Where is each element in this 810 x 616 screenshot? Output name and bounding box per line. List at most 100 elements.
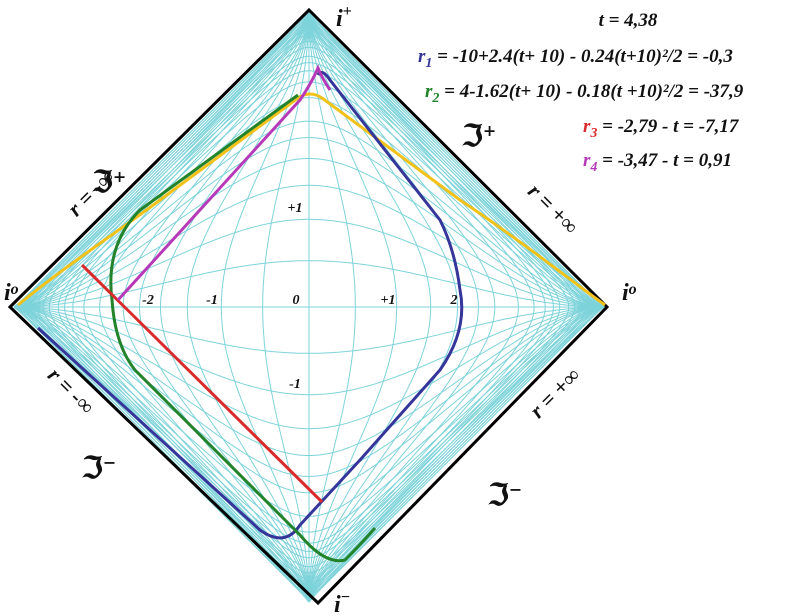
grid-curve [36, 11, 310, 603]
eq-text: = 4-1.62(t+ 10) - 0.18(t +10)²/2 = -37,9 [439, 81, 743, 102]
eq-symbol: r [425, 81, 433, 102]
r4-trajectory [116, 64, 332, 302]
grid-curve [72, 11, 310, 603]
x-axis-label: 2 [450, 293, 458, 308]
grid-curve [186, 11, 310, 603]
scri-sup: − [103, 453, 116, 472]
grid-curve [13, 306, 605, 533]
corner-base: i [622, 280, 629, 306]
grid-curve [13, 306, 605, 568]
eq-index: 3 [589, 126, 597, 141]
scri-sup: − [509, 480, 522, 499]
diagram-border [7, 7, 610, 606]
x-axis-label: +1 [381, 293, 396, 308]
grid-curve [13, 306, 605, 586]
scri-label: ℑ+ [92, 165, 126, 200]
grid-curve [13, 306, 605, 580]
grid-curve [13, 40, 605, 308]
grid-curve [13, 28, 605, 308]
grid-curve [14, 218, 604, 308]
equation: r3 = -2,79 - t = -7,17 [583, 116, 740, 141]
grid-curve [308, 11, 535, 603]
scri-base: ℑ [462, 119, 483, 154]
grid-curve [308, 11, 582, 603]
r2-trajectory [109, 93, 377, 563]
grid-curve [160, 11, 310, 603]
grid-curve [308, 11, 479, 603]
grid-curve [99, 11, 310, 603]
corner-label: i− [334, 589, 350, 616]
eq-index: 4 [589, 160, 597, 175]
r-label: r = +∞ [525, 362, 586, 423]
grid-curve [13, 306, 605, 430]
grid-curve [13, 34, 605, 308]
grid-curve [309, 11, 599, 603]
grid-curve [13, 158, 605, 308]
grid-curve [13, 184, 605, 308]
corner-base: i [336, 6, 343, 32]
grid-curve [42, 11, 310, 603]
eq-symbol: r [418, 46, 426, 67]
grid-curve [13, 46, 605, 308]
grid-curve [13, 306, 605, 559]
grid-curve [308, 11, 594, 603]
r1-trajectory [36, 70, 464, 540]
eq-index: 2 [431, 91, 439, 106]
grid-curve [30, 11, 310, 603]
eq-text: = -3,47 - t = 0,91 [597, 150, 732, 171]
grid-curve [308, 11, 554, 603]
scri-sup: + [483, 121, 496, 140]
grid-curve [308, 11, 588, 603]
grid-curve [48, 11, 310, 603]
eq-symbol: r [583, 150, 591, 171]
grid-curve [13, 22, 605, 308]
corner-label: i+ [336, 3, 352, 32]
grid-curve [13, 55, 605, 308]
grid-curve [13, 70, 605, 308]
x-axis-label: -2 [142, 293, 154, 308]
corner-sup: − [341, 589, 351, 606]
grid-curve [57, 11, 310, 603]
x-axis-label: -1 [206, 293, 218, 308]
corner-sup: + [343, 3, 352, 20]
corner-sup: o [11, 281, 19, 298]
eq-text: = -10+2.4(t+ 10) - 0.24(t+10)²/2 = -0,3 [432, 46, 732, 67]
grid-curve [308, 11, 561, 603]
equation: r2 = 4-1.62(t+ 10) - 0.18(t +10)²/2 = -3… [425, 81, 744, 106]
grid-curve [308, 12, 398, 602]
corner-base: i [334, 592, 341, 616]
grid-curve [13, 17, 605, 307]
time-label: t = 4,38 [599, 10, 658, 31]
grid-curve [262, 12, 310, 602]
grid-curve [308, 11, 519, 603]
scri-sup: + [113, 167, 126, 186]
grid-curve [308, 11, 432, 603]
grid-curve [24, 11, 310, 603]
eq-text: = -2,79 - t = -7,17 [597, 116, 739, 137]
grid-curve [308, 11, 570, 603]
grid-curve [308, 11, 576, 603]
grid-curve [13, 137, 605, 308]
grid-curve [13, 81, 605, 308]
corner-label: io [4, 280, 19, 306]
scri-label: ℑ− [488, 478, 522, 513]
t-axis-label: -1 [289, 377, 301, 392]
equation: r1 = -10+2.4(t+ 10) - 0.24(t+10)²/2 = -0… [418, 46, 733, 71]
scri-base: ℑ [82, 451, 103, 486]
grid-curve [308, 11, 546, 603]
scri-label: ℑ+ [462, 119, 496, 154]
corner-base: i [4, 280, 11, 306]
corner-sup: o [629, 281, 637, 298]
scri-label: ℑ− [82, 451, 116, 486]
grid-curve [13, 120, 605, 308]
r3-trajectory [80, 263, 324, 504]
grid-curve [308, 11, 458, 603]
grid-curve [308, 11, 496, 603]
yellow-trajectory [17, 92, 606, 307]
corner-label: io [622, 280, 637, 306]
eq-index: 1 [425, 56, 432, 71]
t-axis-label: +1 [288, 201, 303, 216]
grid-curve [13, 306, 605, 456]
scri-base: ℑ [488, 478, 509, 513]
